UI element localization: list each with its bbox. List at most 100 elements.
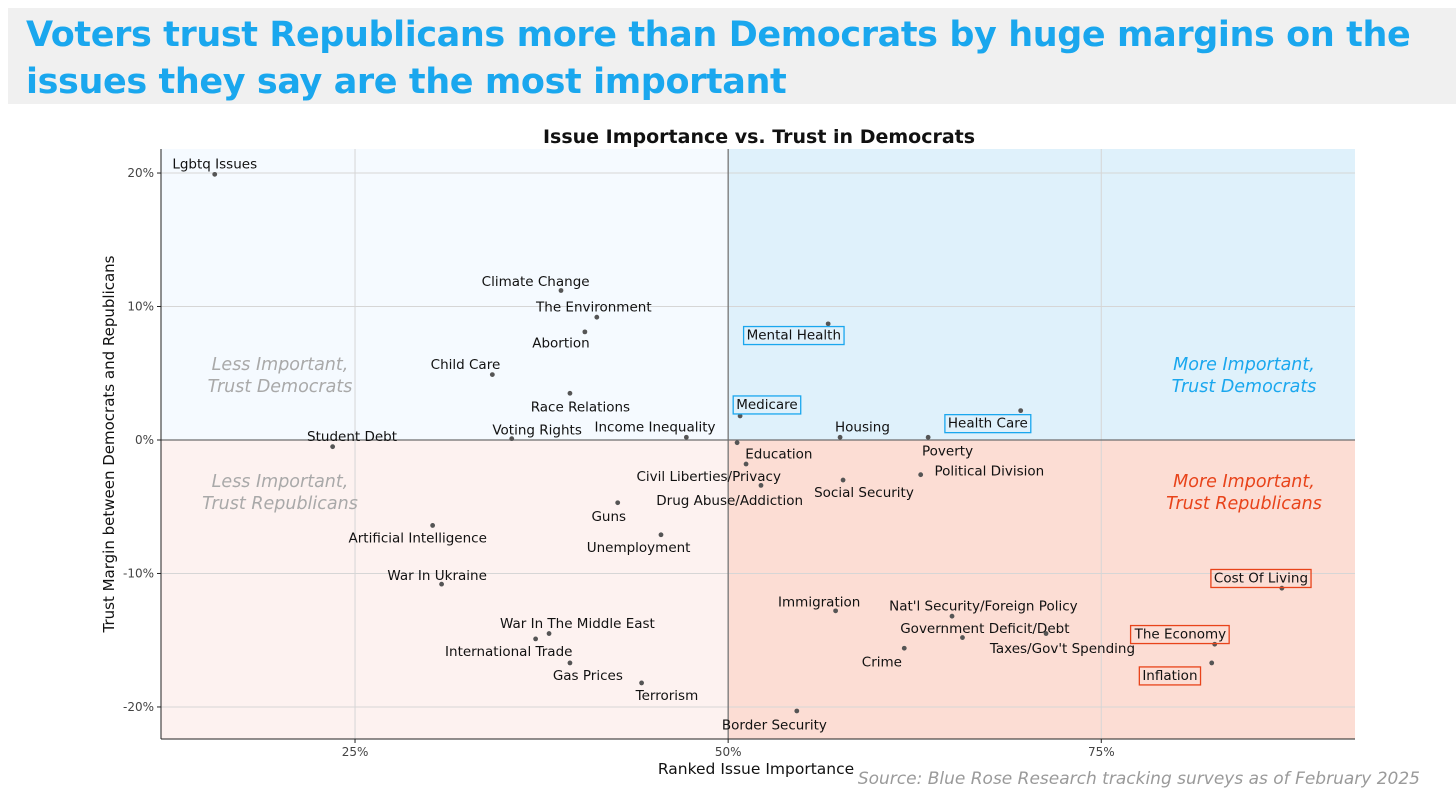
point-crime	[901, 645, 907, 651]
point-label-student-debt: Student Debt	[307, 429, 397, 445]
point-label-the-environment: The Environment	[535, 300, 652, 316]
quadrant-label-left-lower-line1: Less Important,	[212, 472, 349, 492]
label-box-the-economy	[1129, 624, 1230, 645]
point-gas-prices	[567, 660, 573, 666]
point-label-social-security: Social Security	[814, 485, 914, 501]
headline: Voters trust Republicans more than Democ…	[26, 15, 1411, 102]
header-bar	[8, 8, 1456, 104]
point-label-civil-liberties-privacy: Civil Liberties/Privacy	[637, 469, 781, 485]
point-label-government-deficit-debt: Government Deficit/Debt	[900, 621, 1069, 637]
point-student-debt	[330, 444, 336, 450]
y-tick-label: -10%	[123, 566, 154, 580]
point-label-poverty: Poverty	[922, 444, 973, 460]
quadrant-label-right-lower-line1: More Important,	[1173, 472, 1315, 492]
quadrant-label-right-lower-line2: Trust Republicans	[1166, 494, 1322, 514]
x-tick-label: 25%	[342, 745, 369, 759]
point-inflation	[1209, 660, 1215, 666]
point-label-education: Education	[745, 446, 812, 462]
label-box-mental-health	[742, 325, 845, 346]
y-tick-label: 0%	[135, 433, 154, 447]
quadrant-more-important-trust-dem	[728, 149, 1355, 440]
point-label-health-care: Health Care	[948, 416, 1028, 432]
x-tick-label: 50%	[715, 745, 742, 759]
point-income-inequality	[683, 434, 689, 440]
quadrant-label-right-upper-line1: More Important,	[1173, 355, 1315, 375]
point-housing	[837, 434, 843, 440]
point-label-crime: Crime	[862, 655, 902, 671]
point-label-terrorism: Terrorism	[635, 688, 699, 704]
point-lgbtq-issues	[212, 171, 218, 177]
point-poverty	[925, 434, 931, 440]
point-social-security	[840, 477, 846, 483]
point-mental-health	[825, 321, 831, 327]
point-label-drug-abuse-addiction: Drug Abuse/Addiction	[656, 493, 803, 509]
point-health-care	[1018, 408, 1024, 414]
point-the-environment	[594, 314, 600, 320]
point-civil-liberties-privacy	[743, 461, 749, 467]
x-tick-label: 75%	[1088, 745, 1115, 759]
point-unemployment	[658, 532, 664, 538]
point-label-gas-prices: Gas Prices	[553, 668, 623, 684]
quadrant-label-left-upper-line1: Less Important,	[212, 355, 349, 375]
y-tick-label: -20%	[123, 700, 154, 714]
point-medicare	[737, 413, 743, 419]
quadrant-label-left-upper-line2: Trust Democrats	[208, 377, 353, 397]
point-label-voting-rights: Voting Rights	[492, 422, 582, 438]
point-race-relations	[567, 390, 573, 396]
point-child-care	[489, 372, 495, 377]
point-label-race-relations: Race Relations	[531, 400, 630, 416]
point-label-housing: Housing	[835, 420, 890, 436]
point-label-mental-health: Mental Health	[747, 328, 841, 344]
point-label-inflation: Inflation	[1142, 668, 1197, 684]
point-terrorism	[639, 680, 644, 686]
x-axis-label: Ranked Issue Importance	[658, 760, 854, 778]
point-climate-change	[558, 288, 564, 293]
point-label-income-inequality: Income Inequality	[595, 420, 716, 436]
point-label-abortion: Abortion	[532, 336, 589, 352]
point-label-cost-of-living: Cost Of Living	[1214, 570, 1308, 586]
point-drug-abuse-addiction	[758, 482, 764, 488]
point-immigration	[833, 608, 839, 614]
quadrant-less-important-trust-rep	[161, 439, 729, 739]
source-note: Source: Blue Rose Research tracking surv…	[857, 769, 1420, 789]
point-label-guns: Guns	[591, 509, 626, 525]
point-label-medicare: Medicare	[736, 397, 798, 413]
point-label-border-security: Border Security	[722, 717, 827, 733]
point-label-taxes-gov-t-spending: Taxes/Gov't Spending	[989, 641, 1135, 657]
point-label-climate-change: Climate Change	[482, 274, 590, 290]
quadrant-less-important-trust-dem	[161, 149, 729, 440]
chart-title: Issue Importance vs. Trust in Democrats	[542, 126, 976, 148]
point-guns	[615, 500, 621, 506]
point-artificial-intelligence	[430, 523, 436, 528]
point-label-war-in-ukraine: War In Ukraine	[387, 568, 487, 584]
point-government-deficit-debt	[960, 635, 965, 640]
quadrant-label-right-upper-line2: Trust Democrats	[1172, 377, 1317, 397]
quadrant-label-left-lower-line2: Trust Republicans	[202, 494, 358, 514]
point-nat-l-security-foreign-policy	[949, 613, 955, 619]
y-tick-label: 10%	[127, 300, 154, 314]
label-box-inflation	[1138, 666, 1202, 686]
quadrant-more-important-trust-rep	[728, 439, 1355, 739]
label-box-health-care	[944, 413, 1032, 434]
point-label-political-division: Political Division	[934, 464, 1044, 480]
point-label-lgbtq-issues: Lgbtq Issues	[172, 157, 257, 173]
point-border-security	[794, 708, 800, 714]
y-tick-label: 20%	[127, 166, 154, 180]
point-education	[734, 440, 740, 446]
point-abortion	[582, 329, 588, 335]
point-label-child-care: Child Care	[431, 357, 501, 373]
point-label-immigration: Immigration	[778, 595, 860, 611]
point-international-trade	[533, 636, 539, 642]
label-box-cost-of-living	[1210, 568, 1312, 589]
label-box-medicare	[732, 395, 802, 415]
point-voting-rights	[509, 436, 515, 442]
point-label-nat-l-security-foreign-policy: Nat'l Security/Foreign Policy	[889, 599, 1078, 615]
point-war-in-ukraine	[439, 581, 444, 587]
point-political-division	[918, 472, 924, 478]
point-taxes-gov-t-spending	[1043, 631, 1049, 636]
point-label-unemployment: Unemployment	[587, 540, 691, 556]
point-label-war-in-the-middle-east: War In The Middle East	[500, 616, 655, 632]
point-label-artificial-intelligence: Artificial Intelligence	[349, 530, 487, 546]
y-axis-label: Trust Margin between Democrats and Repub…	[100, 255, 118, 633]
